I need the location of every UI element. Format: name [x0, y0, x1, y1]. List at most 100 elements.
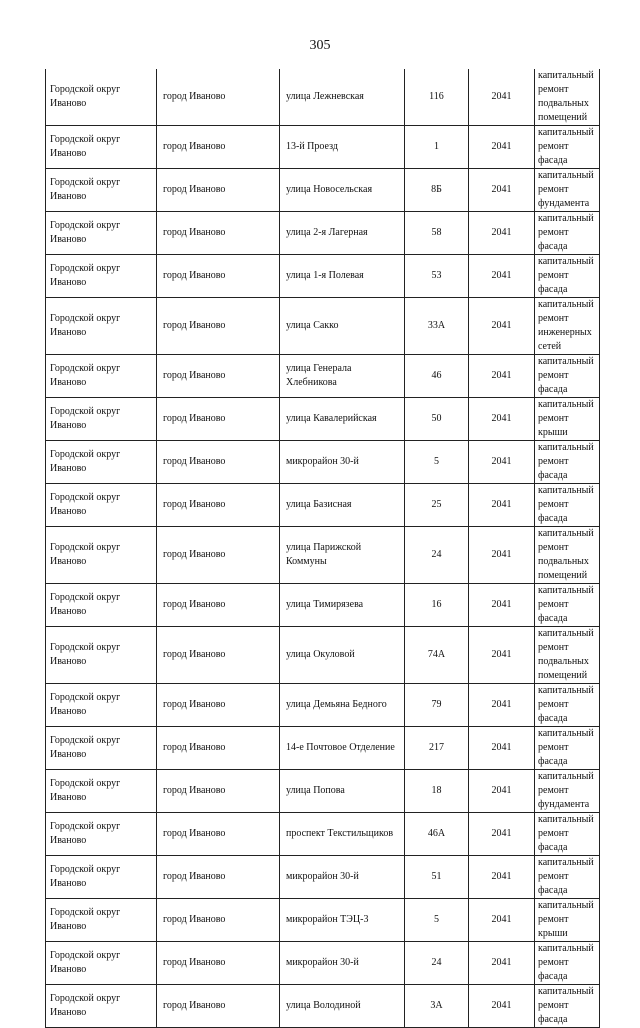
city-cell: город Иваново	[156, 397, 280, 441]
okrug-cell: Городской округ Иваново	[45, 254, 157, 298]
table-row: Городской округ Иваново город Иваново 13-й…	[45, 125, 600, 169]
city-cell: город Иваново	[156, 168, 280, 212]
year-cell: 2041	[468, 769, 535, 813]
table-row: Городской округ Иваново город Иваново микр…	[45, 855, 600, 899]
street-cell: улица Тимирязева	[279, 583, 405, 627]
okrug-cell: Городской округ Иваново	[45, 626, 157, 684]
house-number-cell: 51	[404, 855, 469, 899]
city-cell: город Иваново	[156, 254, 280, 298]
year-cell: 2041	[468, 69, 535, 126]
okrug-cell: Городской округ Иваново	[45, 297, 157, 355]
city-cell: город Иваново	[156, 526, 280, 584]
year-cell: 2041	[468, 354, 535, 398]
street-cell: микрорайон 30-й	[279, 941, 405, 985]
house-number-cell: 24	[404, 941, 469, 985]
year-cell: 2041	[468, 483, 535, 527]
city-cell: город Иваново	[156, 211, 280, 255]
city-cell: город Иваново	[156, 297, 280, 355]
okrug-cell: Городской округ Иваново	[45, 211, 157, 255]
year-cell: 2041	[468, 168, 535, 212]
house-number-cell: 33А	[404, 297, 469, 355]
house-number-cell: 1	[404, 125, 469, 169]
work-type-cell: капитальный ремонт фасада	[534, 812, 600, 856]
year-cell: 2041	[468, 440, 535, 484]
street-cell: улица Лежневская	[279, 69, 405, 126]
table-row: Городской округ Иваново город Иваново улиц…	[45, 769, 600, 813]
work-type-cell: капитальный ремонт фасада	[534, 211, 600, 255]
work-type-cell: капитальный ремонт фасада	[534, 254, 600, 298]
house-number-cell: 217	[404, 726, 469, 770]
year-cell: 2041	[468, 125, 535, 169]
city-cell: город Иваново	[156, 440, 280, 484]
work-type-cell: капитальный ремонт фасада	[534, 726, 600, 770]
table-row: Городской округ Иваново город Иваново улиц…	[45, 297, 600, 355]
street-cell: улица Генерала Хлебникова	[279, 354, 405, 398]
table-row: Городской округ Иваново город Иваново улиц…	[45, 984, 600, 1028]
work-type-cell: капитальный ремонт фундамента	[534, 168, 600, 212]
work-type-cell: капитальный ремонт фасада	[534, 855, 600, 899]
work-type-cell: капитальный ремонт фасада	[534, 683, 600, 727]
table-row: Городской округ Иваново город Иваново 14-е…	[45, 726, 600, 770]
work-type-cell: капитальный ремонт фасада	[534, 984, 600, 1028]
house-number-cell: 46	[404, 354, 469, 398]
table-row: Городской округ Иваново город Иваново улиц…	[45, 626, 600, 684]
okrug-cell: Городской округ Иваново	[45, 125, 157, 169]
table-row: Городской округ Иваново город Иваново улиц…	[45, 526, 600, 584]
year-cell: 2041	[468, 683, 535, 727]
table-row: Городской округ Иваново город Иваново улиц…	[45, 69, 600, 126]
year-cell: 2041	[468, 626, 535, 684]
year-cell: 2041	[468, 941, 535, 985]
street-cell: улица 2-я Лагерная	[279, 211, 405, 255]
year-cell: 2041	[468, 855, 535, 899]
house-number-cell: 50	[404, 397, 469, 441]
table-row: Городской округ Иваново город Иваново прос…	[45, 812, 600, 856]
table-row: Городской округ Иваново город Иваново улиц…	[45, 397, 600, 441]
year-cell: 2041	[468, 297, 535, 355]
okrug-cell: Городской округ Иваново	[45, 726, 157, 770]
table-row: Городской округ Иваново город Иваново улиц…	[45, 683, 600, 727]
street-cell: микрорайон 30-й	[279, 440, 405, 484]
work-type-cell: капитальный ремонт фасада	[534, 941, 600, 985]
house-number-cell: 58	[404, 211, 469, 255]
table-row: Городской округ Иваново город Иваново улиц…	[45, 211, 600, 255]
okrug-cell: Городской округ Иваново	[45, 941, 157, 985]
house-number-cell: 116	[404, 69, 469, 126]
work-type-cell: капитальный ремонт инженерных сетей	[534, 297, 600, 355]
table-row: Городской округ Иваново город Иваново микр…	[45, 440, 600, 484]
city-cell: город Иваново	[156, 683, 280, 727]
okrug-cell: Городской округ Иваново	[45, 812, 157, 856]
work-type-cell: капитальный ремонт подвальных помещений	[534, 626, 600, 684]
house-number-cell: 16	[404, 583, 469, 627]
city-cell: город Иваново	[156, 769, 280, 813]
work-type-cell: капитальный ремонт подвальных помещений	[534, 69, 600, 126]
street-cell: улица 1-я Полевая	[279, 254, 405, 298]
year-cell: 2041	[468, 583, 535, 627]
year-cell: 2041	[468, 397, 535, 441]
house-number-cell: 24	[404, 526, 469, 584]
city-cell: город Иваново	[156, 125, 280, 169]
street-cell: улица Сакко	[279, 297, 405, 355]
city-cell: город Иваново	[156, 941, 280, 985]
okrug-cell: Городской округ Иваново	[45, 855, 157, 899]
table-row: Городской округ Иваново город Иваново улиц…	[45, 254, 600, 298]
house-number-cell: 5	[404, 440, 469, 484]
street-cell: 14-е Почтовое Отделение	[279, 726, 405, 770]
okrug-cell: Городской округ Иваново	[45, 397, 157, 441]
work-type-cell: капитальный ремонт фасада	[534, 483, 600, 527]
table-row: Городской округ Иваново город Иваново микр…	[45, 941, 600, 985]
table-row: Городской округ Иваново город Иваново улиц…	[45, 483, 600, 527]
house-number-cell: 18	[404, 769, 469, 813]
year-cell: 2041	[468, 526, 535, 584]
okrug-cell: Городской округ Иваново	[45, 354, 157, 398]
work-type-cell: капитальный ремонт подвальных помещений	[534, 526, 600, 584]
city-cell: город Иваново	[156, 984, 280, 1028]
okrug-cell: Городской округ Иваново	[45, 769, 157, 813]
house-number-cell: 3А	[404, 984, 469, 1028]
okrug-cell: Городской округ Иваново	[45, 583, 157, 627]
city-cell: город Иваново	[156, 855, 280, 899]
street-cell: проспект Текстильщиков	[279, 812, 405, 856]
city-cell: город Иваново	[156, 812, 280, 856]
table-row: Городской округ Иваново город Иваново улиц…	[45, 583, 600, 627]
okrug-cell: Городской округ Иваново	[45, 440, 157, 484]
house-number-cell: 53	[404, 254, 469, 298]
